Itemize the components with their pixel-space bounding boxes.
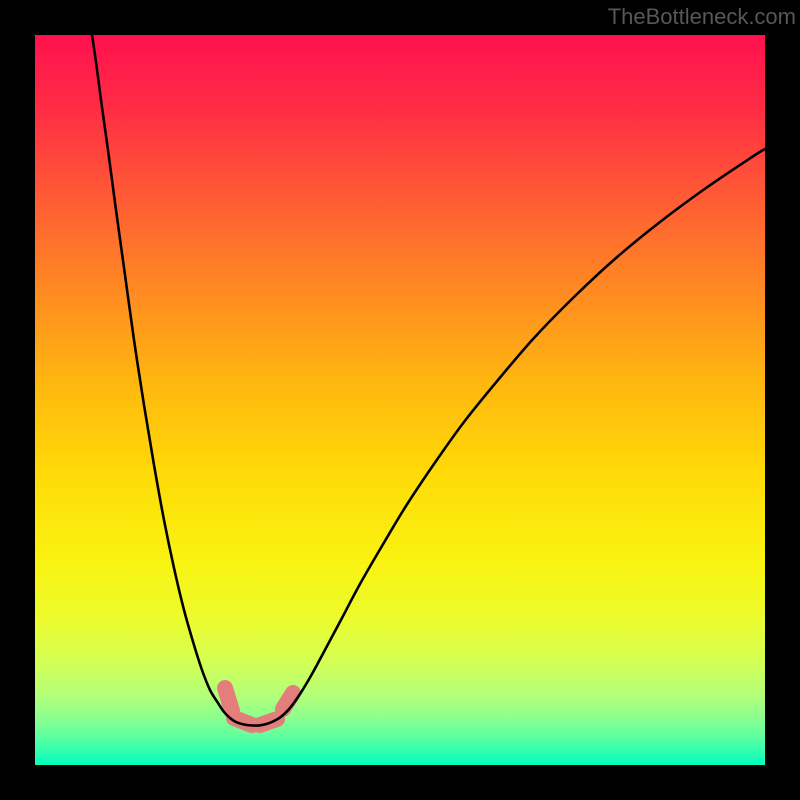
- plot-area: [35, 35, 765, 765]
- highlight-marker-0: [225, 688, 232, 711]
- watermark-text: TheBottleneck.com: [608, 4, 796, 30]
- bottleneck-curve: [92, 35, 765, 726]
- plot-svg: [0, 0, 800, 800]
